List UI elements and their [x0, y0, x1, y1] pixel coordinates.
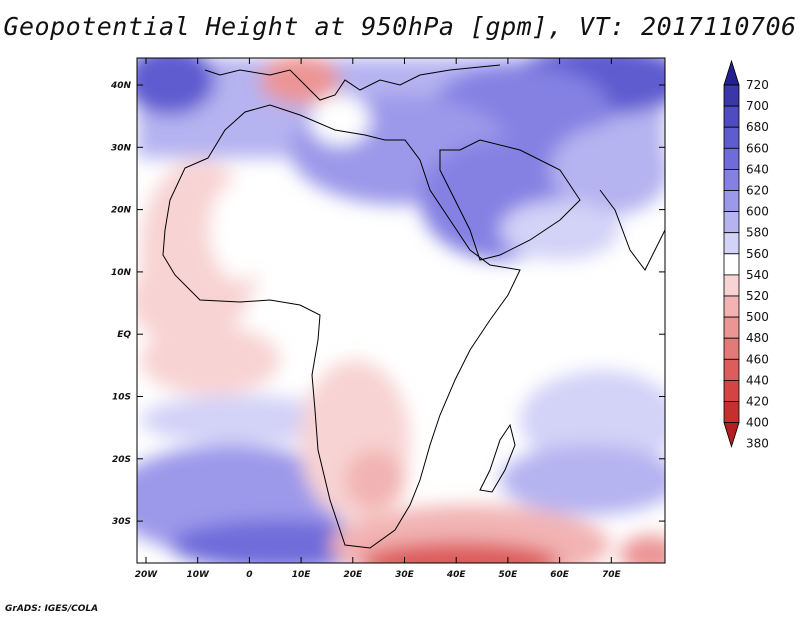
lat-tick-label: EQ [117, 330, 131, 340]
colorbar-label: 400 [746, 416, 769, 430]
colorbar-label: 560 [746, 247, 769, 261]
colorbar-label: 660 [746, 141, 769, 155]
lon-tick-label: 40E [446, 570, 467, 580]
colorbar-swatch [723, 401, 740, 424]
colorbar-label: 540 [746, 268, 769, 282]
colorbar-swatch [723, 105, 740, 128]
lat-tick-label: 20S [112, 455, 131, 465]
colorbar-swatch [723, 84, 740, 107]
lon-tick-label: 50E [499, 570, 519, 580]
colorbar-label: 480 [746, 331, 769, 345]
colorbar-label: 580 [746, 226, 769, 240]
colorbar-swatch [723, 232, 740, 255]
colorbar-swatch [723, 295, 740, 318]
colorbar-swatch [723, 337, 740, 360]
lon-tick-label: 20E [343, 570, 363, 580]
colorbar-label: 420 [746, 395, 769, 409]
lat-tick-label: 30N [111, 143, 132, 153]
colorbar-swatch [723, 211, 740, 234]
colorbar-swatch [723, 168, 740, 191]
grads-credit: GrADS: IGES/COLA [5, 604, 99, 614]
colorbar: 720 700 680 660 640 620 600 580 560 540 520 500 480 4… [723, 59, 769, 451]
longitude-axis: 20W 10W 0 10E 20E 30E 40E 50E 60E 70E [135, 58, 622, 580]
lon-tick-label: 10E [292, 570, 312, 580]
lat-tick-label: 10S [112, 393, 131, 403]
colorbar-label: 680 [746, 120, 769, 134]
height-field [137, 58, 665, 563]
colorbar-swatch [723, 274, 740, 297]
europe-coastline [204, 64, 501, 101]
colorbar-label: 640 [746, 162, 769, 176]
colorbar-swatch [723, 147, 740, 170]
map-frame [136, 57, 666, 564]
lon-tick-label: 70E [602, 570, 622, 580]
colorbar-label: 720 [746, 78, 769, 92]
colorbar-swatch [723, 126, 740, 149]
map-title: Geopotential Height at 950hPa [gpm], VT:… [3, 12, 797, 41]
lon-tick-label: 10W [186, 570, 210, 580]
colorbar-top-arrow [723, 59, 740, 86]
colorbar-swatch [723, 316, 740, 339]
colorbar-label: 460 [746, 352, 769, 366]
colorbar-label: 520 [746, 289, 769, 303]
lat-tick-label: 10N [111, 268, 132, 278]
lon-tick-label: 20W [135, 570, 159, 580]
colorbar-swatch [723, 379, 740, 402]
colorbar-swatch [723, 190, 740, 213]
colorbar-label: 700 [746, 99, 769, 113]
colorbar-label: 620 [746, 184, 769, 198]
colorbar-label: 600 [746, 205, 769, 219]
colorbar-label: 440 [746, 373, 769, 387]
madagascar-coastline [479, 423, 516, 493]
arabia-coastline [439, 139, 581, 261]
lat-tick-label: 40N [110, 81, 132, 91]
latitude-axis: 40N 30N 20N 10N EQ 10S 20S 30S [110, 81, 665, 527]
colorbar-label: 380 [746, 437, 769, 451]
lon-tick-label: 0 [246, 570, 252, 580]
africa-coastline [162, 104, 521, 549]
colorbar-swatch [723, 358, 740, 381]
lat-tick-label: 20N [111, 206, 132, 216]
lon-tick-label: 30E [395, 570, 415, 580]
colorbar-swatch [723, 253, 740, 276]
lon-tick-label: 60E [550, 570, 570, 580]
colorbar-label: 500 [746, 310, 769, 324]
india-coastline [599, 189, 666, 271]
lat-tick-label: 30S [112, 517, 131, 527]
colorbar-bottom-arrow [723, 422, 740, 448]
